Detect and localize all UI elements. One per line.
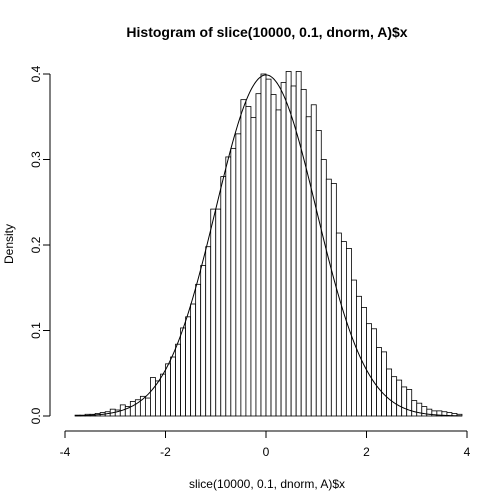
x-tick-label: -2 [160,445,171,459]
histogram-bar [371,328,377,417]
histogram-bar [250,117,257,417]
histogram-bar [421,406,428,417]
x-tick-label: 0 [263,445,270,459]
histogram-bar [160,373,166,417]
histogram-bar [426,408,433,417]
histogram-bar [225,156,232,417]
histogram-bar [265,78,272,417]
histogram-bar [416,402,423,417]
histogram-bar [270,94,277,417]
histogram-bar [340,241,347,417]
density-curve [75,74,462,417]
histogram-bar [335,232,342,417]
x-axis-label: slice(10000, 0.1, dnorm, A)$x [189,477,345,491]
histogram-bar [210,208,217,417]
histogram-bar [310,104,317,417]
histogram-bar [285,71,292,417]
x-tick-label: -4 [60,445,71,459]
histogram-bar [381,351,387,417]
histogram-bar [351,279,357,417]
y-axis: 0.0 0.1 0.2 0.3 0.4 [29,65,51,424]
histogram-bar [150,377,156,417]
y-tick-label: 0.3 [29,151,43,168]
histogram-bar [195,283,202,417]
histogram-bar [200,265,207,417]
histogram-bar [320,159,327,417]
histogram-bar [175,343,181,417]
y-tick-label: 0.0 [29,407,43,424]
chart-title: Histogram of slice(10000, 0.1, dnorm, A)… [126,24,407,40]
y-axis-label: Density [2,224,16,264]
y-tick-label: 0.4 [29,65,43,82]
histogram-bar [155,380,161,417]
y-tick-label: 0.1 [29,322,43,339]
x-tick-label: 2 [363,445,370,459]
histogram-bar [411,400,418,417]
histogram-bar [376,347,382,417]
histogram-bar [180,327,187,417]
histogram-bar [275,109,282,417]
x-tick-label: 4 [464,445,471,459]
histogram-bar [240,99,247,417]
histogram-bar [190,303,197,417]
histogram-bar [290,85,297,417]
histogram-bar [315,130,322,417]
histogram-bar [215,208,222,417]
histogram-bar [245,106,252,417]
x-axis: -4 -2 0 2 4 [60,430,471,459]
histogram-bar [330,183,337,417]
histogram-bar [325,178,332,417]
histogram-bar [396,379,403,417]
histogram-bar [386,368,393,417]
histogram-bar [356,295,362,417]
histogram-bar [230,147,237,417]
histogram-bar [295,71,302,417]
histogram-bar [300,88,307,417]
histogram-bar [391,376,398,417]
histogram-bar [260,73,267,417]
histogram-bar [165,363,171,417]
histogram-bar [366,323,372,417]
histogram-bars [74,71,463,417]
histogram-bar [220,176,227,417]
histogram-bar [401,386,408,417]
histogram-bar [305,116,312,417]
histogram-bar [185,316,192,417]
histogram-bar [129,401,136,417]
histogram-bar [144,397,151,417]
histogram-bar [280,82,287,417]
histogram-bar [406,389,413,417]
y-tick-label: 0.2 [29,236,43,253]
histogram-bar [235,133,242,417]
histogram-bar [255,93,262,417]
histogram-bar [205,246,212,417]
histogram-bar [170,356,176,417]
